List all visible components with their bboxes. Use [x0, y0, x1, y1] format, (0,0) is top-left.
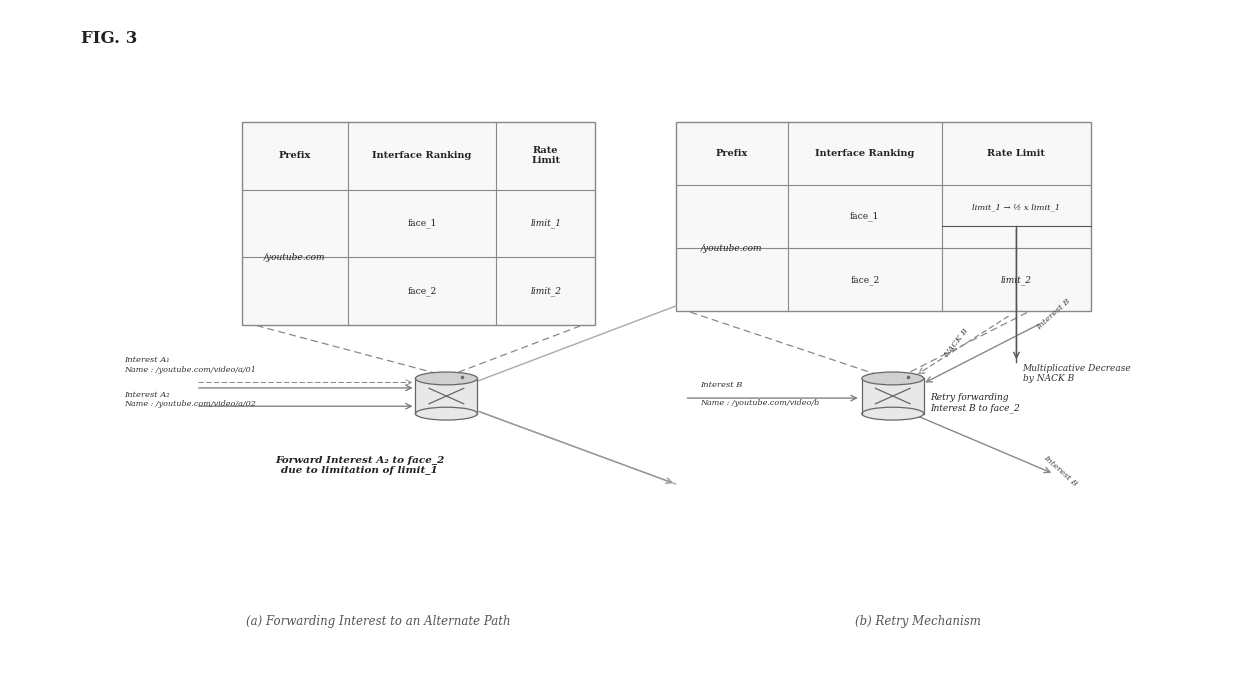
Text: Retry forwarding
Interest B to face_2: Retry forwarding Interest B to face_2 — [930, 393, 1019, 413]
Text: NACK B: NACK B — [942, 327, 970, 359]
Text: Interest A₁: Interest A₁ — [124, 356, 170, 364]
Text: Interface Ranking: Interface Ranking — [372, 151, 471, 160]
Text: Interest B: Interest B — [1035, 298, 1073, 332]
Ellipse shape — [415, 407, 477, 420]
Ellipse shape — [862, 407, 924, 420]
Text: limit_2: limit_2 — [531, 286, 562, 296]
Bar — [415, 378, 477, 414]
Text: limit_1: limit_1 — [531, 219, 562, 228]
Text: limit_1 → ½ x limit_1: limit_1 → ½ x limit_1 — [972, 203, 1060, 211]
Text: face_1: face_1 — [851, 212, 879, 221]
Text: /youtube.com: /youtube.com — [264, 253, 326, 262]
Text: FIG. 3: FIG. 3 — [81, 30, 136, 47]
Text: Prefix: Prefix — [715, 149, 748, 158]
Text: Interest B: Interest B — [701, 381, 743, 389]
Ellipse shape — [415, 372, 477, 385]
Bar — [862, 378, 924, 414]
Text: Prefix: Prefix — [279, 151, 311, 160]
Text: face_2: face_2 — [851, 275, 879, 284]
Text: limit_2: limit_2 — [1001, 275, 1032, 284]
Text: (a) Forwarding Interest to an Alternate Path: (a) Forwarding Interest to an Alternate … — [246, 615, 511, 628]
Text: /youtube.com: /youtube.com — [701, 244, 763, 253]
Ellipse shape — [862, 372, 924, 385]
Text: face_1: face_1 — [408, 219, 436, 228]
Text: (b) Retry Mechanism: (b) Retry Mechanism — [854, 615, 981, 628]
Text: Name : /youtube.com/video/a/02: Name : /youtube.com/video/a/02 — [124, 400, 255, 408]
Text: Name : /youtube.com/video/b: Name : /youtube.com/video/b — [701, 399, 820, 407]
Text: Name : /youtube.com/video/a/01: Name : /youtube.com/video/a/01 — [124, 366, 255, 374]
Text: face_2: face_2 — [408, 286, 436, 296]
Text: Multiplicative Decrease
by NACK B: Multiplicative Decrease by NACK B — [1023, 364, 1131, 383]
Text: Interface Ranking: Interface Ranking — [815, 149, 914, 158]
Bar — [676, 122, 1091, 311]
Text: Interest B: Interest B — [1042, 454, 1079, 487]
Text: Rate
Limit: Rate Limit — [531, 146, 560, 165]
Bar — [242, 122, 595, 325]
Text: Forward Interest A₂ to face_2
due to limitation of limit_1: Forward Interest A₂ to face_2 due to lim… — [275, 456, 444, 475]
Text: Rate Limit: Rate Limit — [987, 149, 1045, 158]
Text: Interest A₂: Interest A₂ — [124, 391, 170, 399]
